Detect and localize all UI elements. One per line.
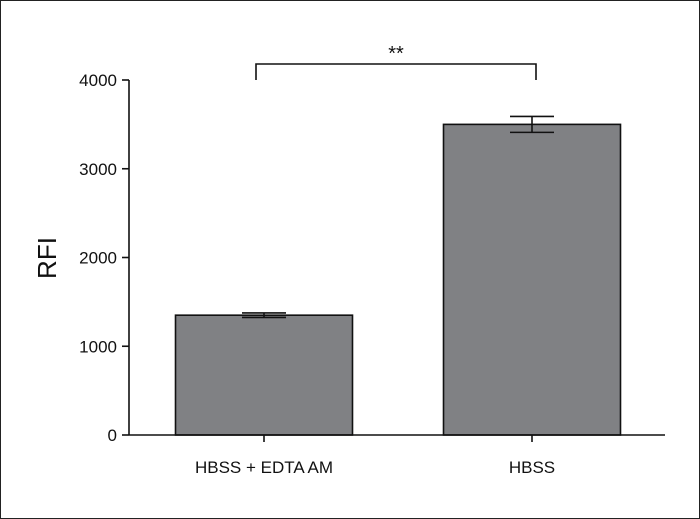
significance-bracket <box>255 63 537 80</box>
y-tick-label: 3000 <box>79 160 117 179</box>
plot-area: 0 1000 2000 3000 4000 HBSS + EDTA AM HBSS ** <box>79 43 665 477</box>
bar <box>174 314 354 436</box>
y-tick-label: 0 <box>108 426 117 445</box>
y-tick-label: 4000 <box>79 71 117 90</box>
y-tick-label: 2000 <box>79 249 117 268</box>
bar <box>442 123 622 436</box>
x-tick-label: HBSS + EDTA AM <box>195 458 333 477</box>
x-tick-label: HBSS <box>509 458 555 477</box>
y-tick-label: 1000 <box>79 337 117 356</box>
y-axis-title: RFI <box>32 237 62 279</box>
significance-label: ** <box>388 43 404 65</box>
